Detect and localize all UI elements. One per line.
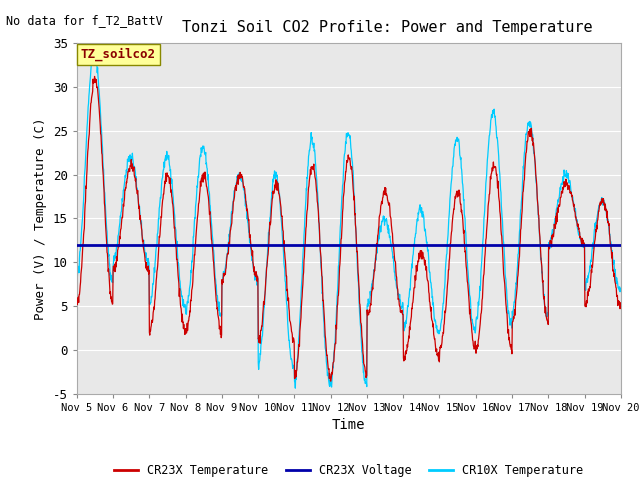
Text: TZ_soilco2: TZ_soilco2 — [81, 48, 156, 61]
Legend: CR23X Temperature, CR23X Voltage, CR10X Temperature: CR23X Temperature, CR23X Voltage, CR10X … — [109, 459, 588, 480]
Title: Tonzi Soil CO2 Profile: Power and Temperature: Tonzi Soil CO2 Profile: Power and Temper… — [182, 20, 592, 35]
Y-axis label: Power (V) / Temperature (C): Power (V) / Temperature (C) — [34, 117, 47, 320]
X-axis label: Time: Time — [332, 418, 365, 432]
Text: No data for f_T2_BattV: No data for f_T2_BattV — [6, 14, 163, 27]
